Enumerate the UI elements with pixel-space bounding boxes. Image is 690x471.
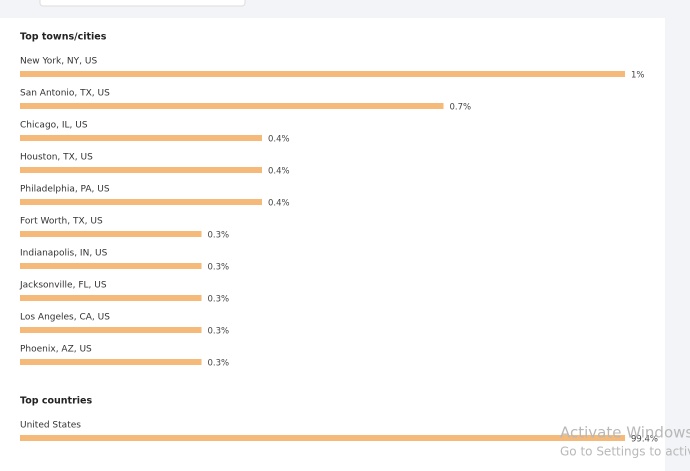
- bar: [20, 103, 444, 109]
- watermark-title: Activate Windows: [560, 424, 690, 442]
- row-label: Indianapolis, IN, US: [20, 249, 108, 259]
- value-label: 0.3%: [208, 231, 230, 241]
- charts: Top towns/cities New York, NY, US 1% San An…: [19, 32, 658, 445]
- bar: [20, 135, 262, 141]
- row-label: Chicago, IL, US: [20, 121, 88, 131]
- row-label: Houston, TX, US: [20, 153, 93, 163]
- value-label: 1%: [631, 71, 645, 81]
- bar: [20, 263, 202, 269]
- value-label: 99.4%: [631, 435, 658, 445]
- row-label: San Antonio, TX, US: [20, 89, 110, 99]
- bar: [20, 71, 625, 77]
- bar: [20, 199, 262, 205]
- row-label: New York, NY, US: [20, 57, 97, 67]
- value-label: 0.4%: [268, 199, 290, 209]
- row-label: Los Angeles, CA, US: [20, 313, 110, 323]
- value-label: 0.4%: [268, 167, 290, 177]
- bar: [20, 231, 202, 237]
- search-box[interactable]: [39, 0, 246, 7]
- row-label: Phoenix, AZ, US: [20, 345, 92, 355]
- row-label: Jacksonville, FL, US: [19, 281, 107, 291]
- bar: [20, 435, 625, 441]
- value-label: 0.3%: [208, 359, 230, 369]
- section-title: Top countries: [20, 396, 92, 407]
- bar: [20, 359, 202, 365]
- value-label: 0.7%: [450, 103, 472, 113]
- value-label: 0.4%: [268, 135, 290, 145]
- bar: [20, 295, 202, 301]
- row-label: Philadelphia, PA, US: [20, 185, 110, 195]
- bar: [20, 167, 262, 173]
- watermark-subtitle: Go to Settings to activate Windows.: [560, 445, 690, 459]
- value-label: 0.3%: [208, 327, 230, 337]
- row-label: Fort Worth, TX, US: [20, 217, 103, 227]
- section-title: Top towns/cities: [20, 32, 107, 43]
- value-label: 0.3%: [208, 295, 230, 305]
- row-label: United States: [20, 421, 81, 431]
- bar: [20, 327, 202, 333]
- value-label: 0.3%: [208, 263, 230, 273]
- card: [0, 18, 665, 471]
